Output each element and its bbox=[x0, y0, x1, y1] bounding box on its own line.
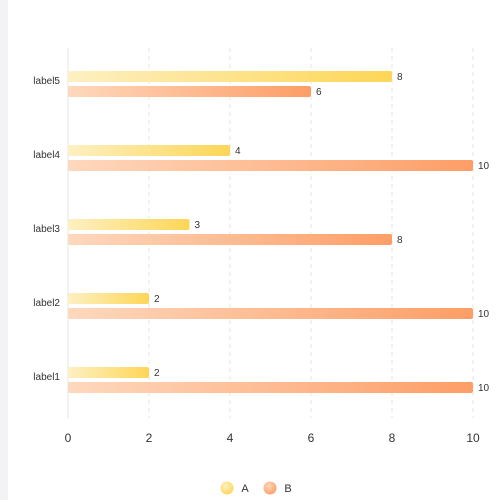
legend-label-B[interactable]: B bbox=[284, 483, 291, 495]
bars bbox=[68, 71, 473, 393]
bar-A-label5[interactable] bbox=[68, 71, 392, 82]
data-label: 6 bbox=[316, 87, 322, 98]
bar-A-label2[interactable] bbox=[68, 293, 149, 304]
bar-B-label3[interactable] bbox=[68, 234, 392, 245]
category-label: label5 bbox=[33, 76, 60, 87]
category-label: label2 bbox=[33, 298, 60, 309]
x-tick-label: 6 bbox=[308, 431, 315, 445]
data-label: 2 bbox=[154, 294, 160, 305]
x-tick-label: 10 bbox=[466, 431, 480, 445]
bar-A-label1[interactable] bbox=[68, 367, 149, 378]
bar-B-label4[interactable] bbox=[68, 160, 473, 171]
category-label: label1 bbox=[33, 372, 60, 383]
data-label: 3 bbox=[195, 220, 201, 231]
bar-B-label5[interactable] bbox=[68, 86, 311, 97]
data-label: 8 bbox=[397, 72, 403, 83]
data-label: 8 bbox=[397, 235, 403, 246]
data-label: 4 bbox=[235, 146, 241, 157]
data-label: 10 bbox=[478, 161, 490, 172]
legend-swatch-B[interactable] bbox=[263, 481, 277, 495]
data-label: 10 bbox=[478, 383, 490, 394]
category-label: label4 bbox=[33, 150, 60, 161]
x-tick-label: 4 bbox=[227, 431, 234, 445]
labels: 0 2 4 6 8 10 label1 2 10 label2 2 10 label3 3 8 label4 4… bbox=[33, 72, 489, 445]
x-tick-label: 2 bbox=[146, 431, 153, 445]
grid-lines bbox=[67, 48, 474, 418]
bar-A-label4[interactable] bbox=[68, 145, 230, 156]
bar-B-label1[interactable] bbox=[68, 382, 473, 393]
bar-chart: 0 2 4 6 8 10 label1 2 10 label2 2 10 label3 3 8 label4 4… bbox=[33, 48, 490, 495]
bar-B-label2[interactable] bbox=[68, 308, 473, 319]
legend-label-A[interactable]: A bbox=[241, 483, 249, 495]
data-label: 2 bbox=[154, 368, 160, 379]
x-tick-label: 8 bbox=[389, 431, 396, 445]
legend-swatch-A[interactable] bbox=[220, 481, 234, 495]
data-label: 10 bbox=[478, 309, 490, 320]
x-tick-label: 0 bbox=[65, 431, 72, 445]
category-label: label3 bbox=[33, 224, 60, 235]
chart-card: 0 2 4 6 8 10 label1 2 10 label2 2 10 label3 3 8 label4 4… bbox=[8, 0, 500, 500]
bar-A-label3[interactable] bbox=[68, 219, 190, 230]
